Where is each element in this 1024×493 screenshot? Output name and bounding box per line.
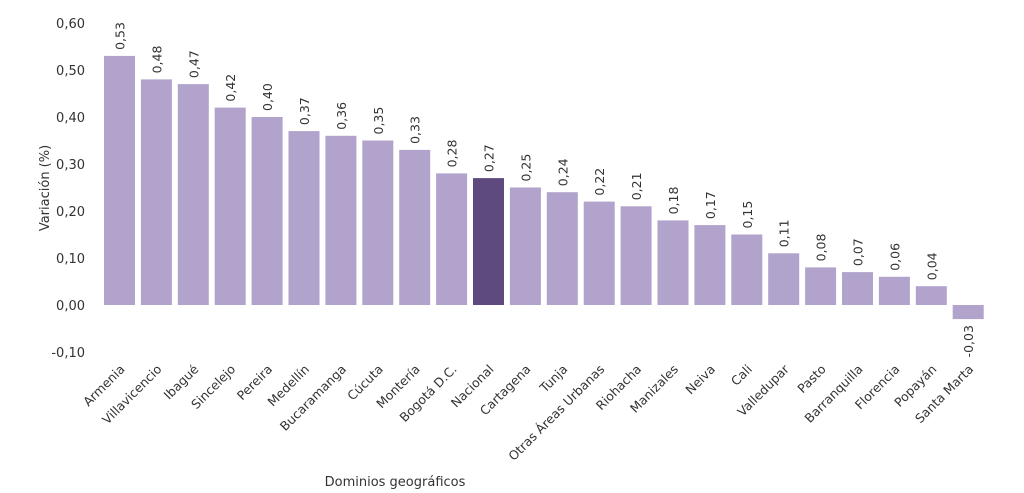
bar-c-cuta [362, 140, 394, 305]
x-tick-label: Tunja [536, 362, 570, 396]
bar-pereira [251, 117, 283, 305]
bar-santa-marta [952, 305, 984, 320]
data-label: 0,18 [666, 187, 681, 215]
data-label: 0,04 [924, 252, 939, 280]
y-tick-label: 0,50 [56, 64, 85, 79]
bars [104, 55, 984, 320]
data-label: 0,40 [260, 83, 275, 111]
bar-pasto [805, 267, 837, 305]
data-label: 0,25 [518, 154, 533, 182]
bar-florencia [878, 276, 910, 305]
data-label: 0,06 [887, 243, 902, 271]
bar-tunja [546, 192, 578, 305]
bar-ibagu- [177, 84, 209, 305]
bar-cartagena [509, 187, 541, 305]
y-axis-ticks: -0,10 0,00 0,10 0,20 0,30 0,40 0,50 0,60 [51, 17, 85, 361]
data-label: 0,35 [371, 107, 386, 135]
data-label: 0,28 [445, 140, 460, 168]
bar-valledupar [768, 253, 800, 305]
bar-barranquilla [842, 272, 873, 305]
bar-monter-a [399, 149, 431, 305]
y-tick-label: 0,20 [56, 205, 85, 220]
bar-villavicencio [140, 79, 172, 306]
data-label: 0,21 [629, 172, 644, 200]
data-label: -0,03 [961, 325, 976, 357]
y-tick-label: 0,60 [56, 17, 85, 32]
data-label: 0,24 [555, 158, 570, 186]
bar-manizales [657, 220, 689, 305]
data-label: 0,36 [334, 102, 349, 130]
data-label: 0,27 [482, 144, 497, 172]
bar-sincelejo [214, 107, 246, 305]
y-tick-label: 0,40 [56, 111, 85, 126]
bar-otras-reas-urbanas [583, 201, 615, 305]
y-axis-title: Variación (%) [38, 145, 53, 231]
x-tick-label: Neiva [682, 362, 718, 398]
data-label: 0,07 [851, 238, 866, 266]
bar-neiva [694, 225, 726, 305]
data-label: 0,48 [149, 46, 164, 74]
bar-bogot-d-c- [436, 173, 468, 305]
bar-cali [731, 234, 763, 305]
data-label: 0,47 [186, 50, 201, 78]
y-tick-label: 0,30 [56, 158, 85, 173]
y-tick-label: -0,10 [51, 346, 85, 361]
bar-riohacha [620, 206, 652, 305]
data-label: 0,17 [703, 191, 718, 219]
data-label: 0,15 [740, 201, 755, 229]
data-labels: 0,53 0,48 0,47 0,42 0,40 0,37 0,36 0,35 0,33 0,28… [113, 22, 977, 357]
bar-armenia [104, 55, 135, 306]
data-label: 0,53 [113, 22, 128, 50]
y-tick-label: 0,00 [56, 299, 85, 314]
data-label: 0,37 [297, 97, 312, 125]
bar-bucaramanga [325, 135, 357, 305]
bar-nacional [473, 178, 504, 305]
bar-popay-n [915, 286, 947, 305]
x-tick-label: Bucaramanga [277, 362, 349, 434]
x-axis-title: Dominios geográficos [325, 475, 466, 489]
data-label: 0,11 [777, 219, 792, 247]
y-tick-label: 0,10 [56, 252, 85, 267]
bar-medell-n [288, 131, 320, 305]
data-label: 0,08 [814, 234, 829, 262]
x-tick-label: Cali [728, 362, 755, 389]
data-label: 0,33 [408, 116, 423, 144]
data-label: 0,22 [592, 168, 607, 196]
x-tick-label: Pasto [794, 362, 828, 396]
x-axis-ticks: ArmeniaVillavicencioIbaguéSincelejoPerei… [80, 361, 976, 464]
data-label: 0,42 [223, 74, 238, 102]
